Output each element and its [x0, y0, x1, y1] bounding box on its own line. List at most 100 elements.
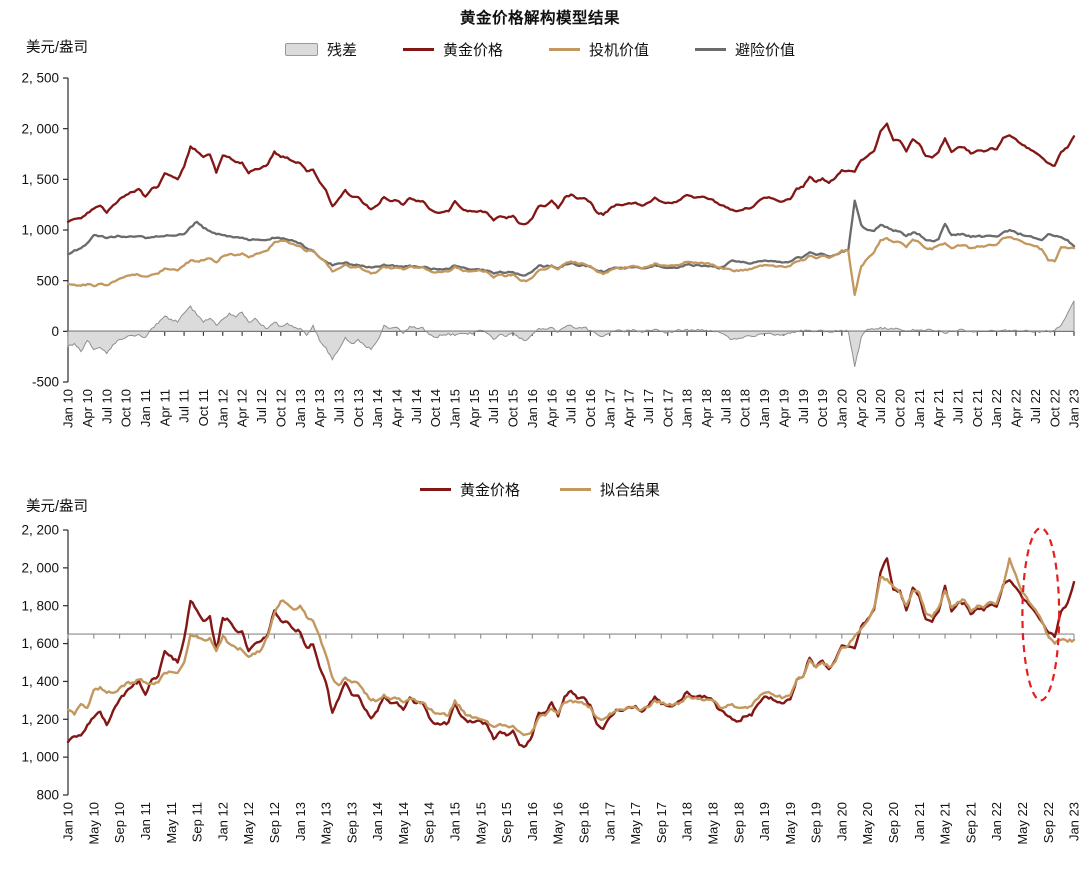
x-tick-label: Oct 16	[583, 389, 598, 427]
legend-bottom: 黄金价格 拟合结果	[0, 479, 1080, 500]
x-tick-label: Jul 10	[99, 389, 114, 424]
x-tick-label: Jan 18	[680, 389, 695, 428]
y-tick-label: 0	[51, 324, 59, 339]
x-tick-label: May 18	[705, 802, 720, 845]
x-tick-label: Jan 10	[61, 389, 76, 428]
x-tick-label: Jan 17	[602, 802, 617, 841]
gold_price-series	[66, 557, 1076, 749]
legend-label-speculative-value: 投机价值	[589, 42, 650, 59]
x-tick-label: Jan 16	[525, 802, 540, 841]
x-tick-label: Apr 20	[854, 389, 869, 427]
residual-swatch-icon	[284, 43, 318, 56]
x-tick-label: Jan 20	[834, 389, 849, 428]
residual-series	[67, 300, 1075, 367]
x-tick-label: May 16	[551, 802, 566, 845]
x-tick-label: Apr 12	[235, 389, 250, 427]
x-tick-label: Jan 17	[602, 389, 617, 428]
x-tick-label: May 19	[783, 802, 798, 845]
x-tick-label: Jan 22	[989, 802, 1004, 841]
y-tick-label: 2, 000	[21, 560, 59, 575]
x-tick-label: Apr 17	[622, 389, 637, 427]
x-tick-label: Oct 17	[660, 389, 675, 427]
legend-item-gold-price-bottom: 黄金价格	[419, 479, 520, 500]
x-tick-label: Oct 11	[196, 389, 211, 426]
legend-label-gold-price-bottom: 黄金价格	[459, 482, 520, 499]
x-tick-label: Oct 18	[738, 389, 753, 427]
x-tick-label: Apr 16	[544, 389, 559, 427]
y-tick-label: 1, 600	[21, 636, 59, 651]
y-tick-label: 2, 200	[21, 523, 59, 538]
legend-label-hedge-value: 避险价值	[735, 42, 796, 59]
legend-item-residual: 残差	[284, 39, 357, 60]
x-tick-label: Jan 14	[370, 389, 385, 428]
y-tick-label: 1, 200	[21, 712, 59, 727]
legend-top: 残差 黄金价格 投机价值 避险价值	[0, 39, 1080, 60]
x-tick-label: Jan 19	[757, 802, 772, 841]
x-tick-label: May 22	[1015, 802, 1030, 845]
gold-price-swatch-icon	[419, 487, 451, 492]
x-tick-label: Jan 16	[525, 389, 540, 428]
x-tick-label: Sep 14	[422, 802, 437, 843]
x-tick-label: Jan 19	[757, 389, 772, 428]
x-tick-label: Apr 13	[312, 389, 327, 427]
x-tick-label: Oct 12	[273, 389, 288, 427]
x-tick-label: Jan 12	[215, 389, 230, 428]
x-tick-label: May 10	[86, 802, 101, 845]
y-tick-label: 500	[36, 273, 59, 288]
x-tick-label: Apr 14	[389, 389, 404, 427]
y-tick-label: 1, 000	[21, 750, 59, 765]
x-tick-label: May 15	[473, 802, 488, 845]
x-tick-label: May 20	[860, 802, 875, 845]
x-tick-label: Sep 13	[344, 802, 359, 843]
gold_price-series	[66, 122, 1076, 226]
x-tick-label: May 17	[628, 802, 643, 845]
x-tick-label: Sep 10	[112, 802, 127, 843]
x-tick-label: Sep 22	[1041, 802, 1056, 843]
x-tick-label: Oct 19	[815, 389, 830, 427]
x-tick-label: Jul 15	[486, 389, 501, 424]
highlight-ellipse-icon	[1021, 527, 1061, 702]
y-tick-label: 800	[36, 788, 59, 803]
x-tick-label: Oct 10	[119, 389, 134, 427]
y-tick-label: 2, 500	[21, 71, 59, 86]
y-tick-label: 1, 400	[21, 674, 59, 689]
x-tick-label: Jan 12	[215, 802, 230, 841]
x-tick-label: Apr 10	[80, 389, 95, 427]
x-tick-label: Jul 17	[641, 389, 656, 424]
x-tick-label: Oct 14	[428, 389, 443, 427]
x-tick-label: Jan 20	[834, 802, 849, 841]
x-tick-label: Apr 21	[931, 389, 946, 427]
x-tick-label: Jan 13	[293, 389, 308, 428]
x-tick-label: Jan 11	[138, 802, 153, 840]
hedge_value-series	[66, 199, 1076, 277]
x-tick-label: May 11	[164, 802, 179, 844]
x-tick-label: Sep 21	[963, 802, 978, 843]
legend-label-residual: 残差	[326, 42, 357, 59]
x-tick-label: May 21	[938, 802, 953, 845]
x-tick-label: Jul 11	[177, 389, 192, 423]
x-tick-label: Sep 19	[809, 802, 824, 843]
x-tick-label: Sep 17	[654, 802, 669, 843]
x-tick-label: Jul 19	[796, 389, 811, 424]
x-tick-label: Jan 18	[680, 802, 695, 841]
x-tick-label: Apr 19	[776, 389, 791, 427]
y-tick-label: 2, 000	[21, 121, 59, 136]
x-tick-label: Jul 16	[564, 389, 579, 424]
x-tick-label: Sep 15	[499, 802, 514, 843]
x-tick-label: Jul 22	[1028, 389, 1043, 424]
x-tick-label: Jul 21	[951, 389, 966, 424]
legend-label-fitted-result: 拟合结果	[600, 482, 661, 499]
x-tick-label: Sep 16	[576, 802, 591, 843]
x-tick-label: Jul 12	[254, 389, 269, 424]
x-tick-label: Jan 15	[448, 802, 463, 841]
legend-label-gold-price: 黄金价格	[442, 42, 503, 59]
x-tick-label: Jan 10	[61, 802, 76, 841]
x-tick-label: May 12	[241, 802, 256, 845]
legend-item-gold-price: 黄金价格	[402, 39, 503, 60]
x-tick-label: Jan 23	[1067, 389, 1080, 428]
x-tick-label: Oct 20	[892, 389, 907, 427]
x-tick-label: Jan 11	[138, 389, 153, 427]
y-axis-title-top: 美元/盎司	[26, 40, 89, 56]
x-tick-label: Oct 15	[506, 389, 521, 427]
